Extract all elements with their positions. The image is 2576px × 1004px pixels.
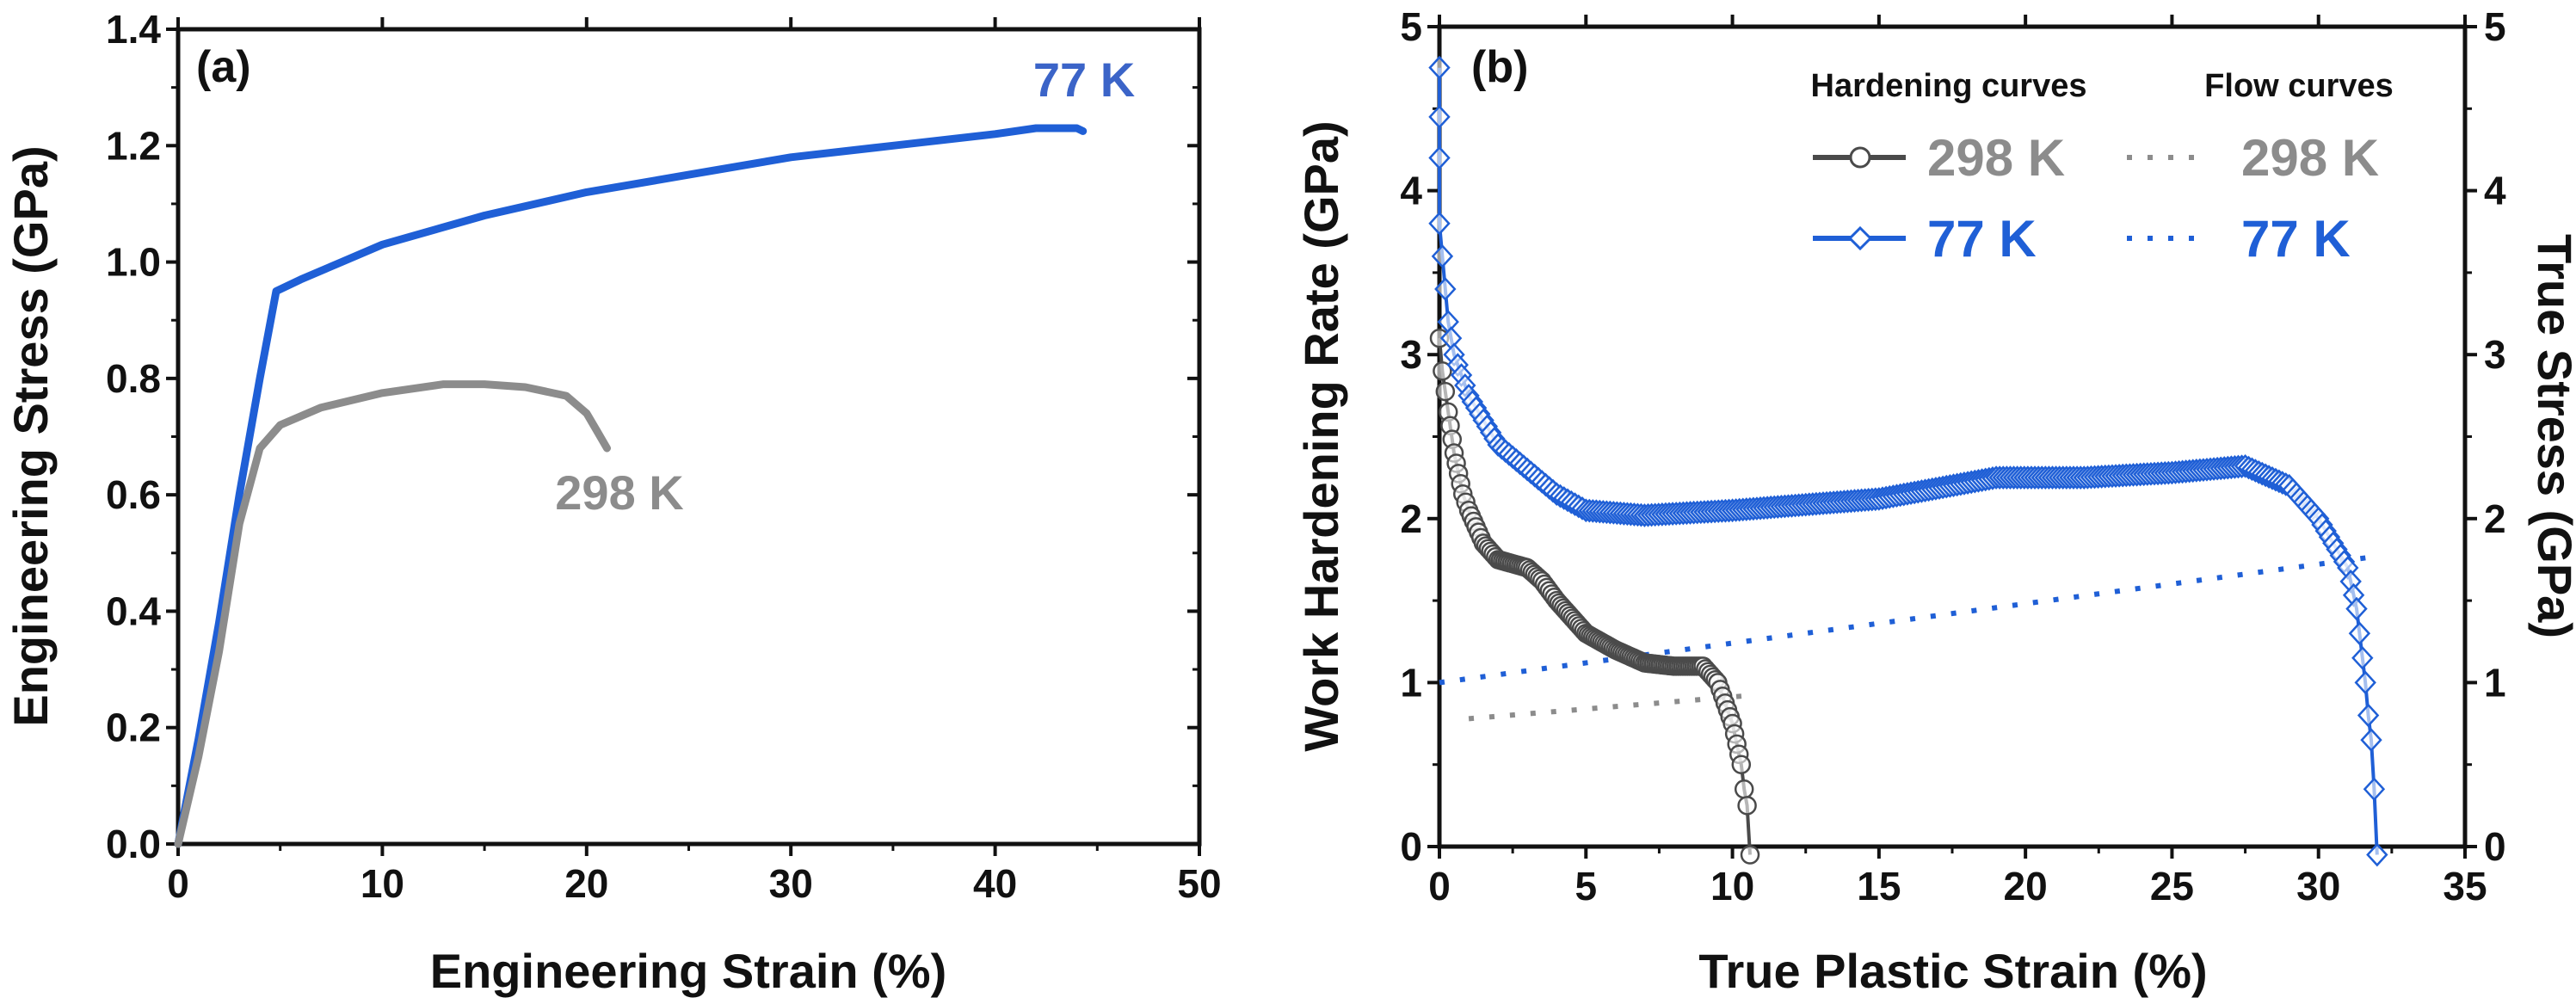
y-right-tick-label: 2 — [2484, 496, 2506, 541]
x-tick-label: 5 — [1575, 864, 1597, 909]
data-point-77k — [2360, 728, 2382, 752]
y-tick-label: 0.4 — [106, 588, 161, 633]
panel-b-ylabel: Work Hardening Rate (GPa) — [1294, 120, 1348, 751]
y-tick-label: 3 — [1400, 332, 1422, 377]
series-line-77k — [174, 124, 1088, 848]
data-point-77k — [2351, 645, 2374, 670]
plot-frame — [176, 27, 1202, 847]
legend-77k-flow: 77 K — [2241, 210, 2351, 268]
y-tick-label: 0 — [1400, 824, 1422, 869]
legend-circle-marker — [1849, 146, 1871, 169]
y-tick-label: 0.8 — [106, 356, 161, 401]
series-line-298k — [174, 380, 611, 848]
x-tick-label: 20 — [2004, 864, 2048, 909]
x-tick-label: 0 — [167, 861, 189, 906]
data-point-298k — [1435, 381, 1456, 402]
data-point-298k — [1734, 779, 1754, 799]
label-77k: 77 K — [1033, 52, 1135, 107]
data-point-298k — [1433, 361, 1452, 381]
x-tick-label: 35 — [2443, 864, 2487, 909]
data-point-77k — [1434, 277, 1457, 301]
data-point-77k — [1431, 243, 1454, 268]
panel-b-ylabel-right: True Stress (GPa) — [2528, 234, 2576, 638]
legend-298k-hardening: 298 K — [1927, 129, 2065, 187]
y-tick-label: 2 — [1400, 496, 1422, 541]
label-298k: 298 K — [555, 465, 683, 520]
x-tick-label: 10 — [1710, 864, 1754, 909]
x-tick-label: 30 — [769, 861, 813, 906]
x-tick-label: 25 — [2150, 864, 2194, 909]
y-tick-label: 5 — [1400, 4, 1422, 49]
y-tick-label: 1.0 — [106, 240, 161, 285]
legend: Hardening curves Flow curves 298 K 298 K… — [1811, 68, 2394, 268]
panel-a: (a) Engineering Strain (%) Engineering S… — [3, 7, 1222, 998]
legend-header-flow: Flow curves — [2204, 68, 2394, 104]
y-tick-label: 1.2 — [106, 123, 161, 168]
panel-b-label: (b) — [1471, 42, 1528, 92]
data-point-77k — [1428, 104, 1451, 129]
y-right-tick-label: 3 — [2484, 332, 2506, 377]
x-tick-label: 15 — [1857, 864, 1901, 909]
data-point-77k — [1428, 145, 1451, 170]
y-tick-label: 1 — [1400, 660, 1422, 705]
legend-header-hardening: Hardening curves — [1811, 68, 2087, 104]
data-point-77k — [2348, 621, 2371, 646]
legend-298k-flow: 298 K — [2241, 129, 2379, 187]
y-tick-label: 0.6 — [106, 472, 161, 517]
data-point-77k — [1428, 211, 1451, 236]
y-tick-label: 1.4 — [106, 7, 161, 52]
panel-b-xlabel: True Plastic Strain (%) — [1698, 944, 2207, 998]
legend-77k-hardening: 77 K — [1927, 210, 2037, 268]
panel-a-label: (a) — [196, 42, 251, 92]
x-tick-label: 30 — [2296, 864, 2340, 909]
data-point-77k — [2366, 842, 2388, 867]
panel-a-xlabel: Engineering Strain (%) — [430, 944, 947, 998]
legend-diamond-marker — [1847, 225, 1873, 251]
data-point-298k — [1731, 755, 1752, 774]
x-tick-label: 0 — [1428, 864, 1451, 909]
x-tick-label: 10 — [361, 861, 404, 906]
data-point-298k — [1737, 796, 1757, 816]
y-right-tick-label: 4 — [2484, 169, 2506, 213]
data-point-298k — [1740, 845, 1760, 865]
data-point-77k — [2345, 596, 2368, 621]
y-tick-label: 0.2 — [106, 705, 161, 750]
y-tick-label: 0.0 — [106, 822, 161, 866]
panel-a-ylabel: Engineering Stress (GPa) — [3, 145, 58, 726]
flow-curve-298k — [1468, 693, 1747, 722]
data-point-77k — [1428, 55, 1451, 80]
data-point-77k — [2357, 703, 2380, 728]
y-right-tick-label: 1 — [2484, 660, 2506, 705]
flow-curve-77k — [1439, 553, 2378, 686]
y-tick-label: 4 — [1400, 169, 1422, 213]
x-tick-label: 20 — [564, 861, 608, 906]
data-point-77k — [2363, 777, 2386, 802]
y-right-tick-label: 0 — [2484, 824, 2506, 869]
y-right-tick-label: 5 — [2484, 4, 2506, 49]
data-point-77k — [2354, 670, 2376, 695]
x-tick-label: 40 — [973, 861, 1017, 906]
x-tick-label: 50 — [1177, 861, 1221, 906]
panel-b: (b) True Plastic Strain (%) Work Hardeni… — [1294, 4, 2576, 998]
